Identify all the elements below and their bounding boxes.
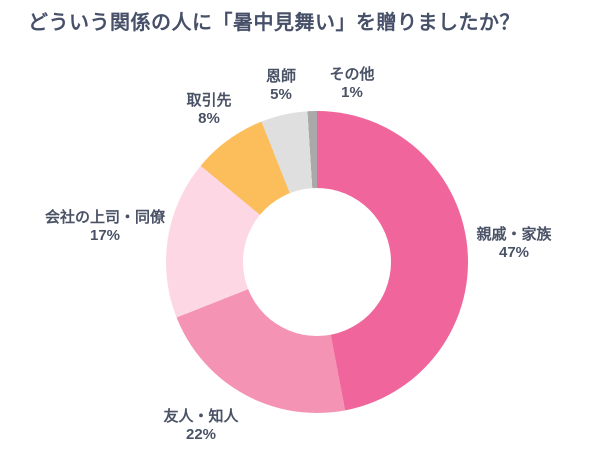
slice-label-value: 22% xyxy=(185,426,217,443)
slice-label-friends-acquaintances: 友人・知人 22% xyxy=(163,408,238,444)
slice-label-value: 17% xyxy=(89,227,121,244)
slice-label-boss-colleagues: 会社の上司・同僚 17% xyxy=(45,209,165,245)
slice-label-other: その他 1% xyxy=(329,66,374,102)
slice-label-relatives-family: 親戚・家族 47% xyxy=(476,226,551,262)
chart-title: どういう関係の人に「暑中見舞い」を贈りましたか？ xyxy=(28,12,520,34)
slice-label-text: その他 xyxy=(329,66,375,83)
donut-hole xyxy=(243,188,391,336)
slice-label-value: 47% xyxy=(498,244,530,261)
slice-label-text: 会社の上司・同僚 xyxy=(44,209,166,226)
slice-label-text: 親戚・家族 xyxy=(476,226,552,243)
slice-label-business-partners: 取引先 8% xyxy=(186,92,231,128)
slice-label-value: 5% xyxy=(270,86,292,103)
slice-label-text: 取引先 xyxy=(186,92,232,109)
slice-label-value: 1% xyxy=(341,84,363,101)
slice-label-text: 友人・知人 xyxy=(163,408,239,425)
slice-label-text: 恩師 xyxy=(265,68,297,85)
slice-label-value: 8% xyxy=(198,110,220,127)
slice-label-mentor: 恩師 5% xyxy=(266,68,296,104)
